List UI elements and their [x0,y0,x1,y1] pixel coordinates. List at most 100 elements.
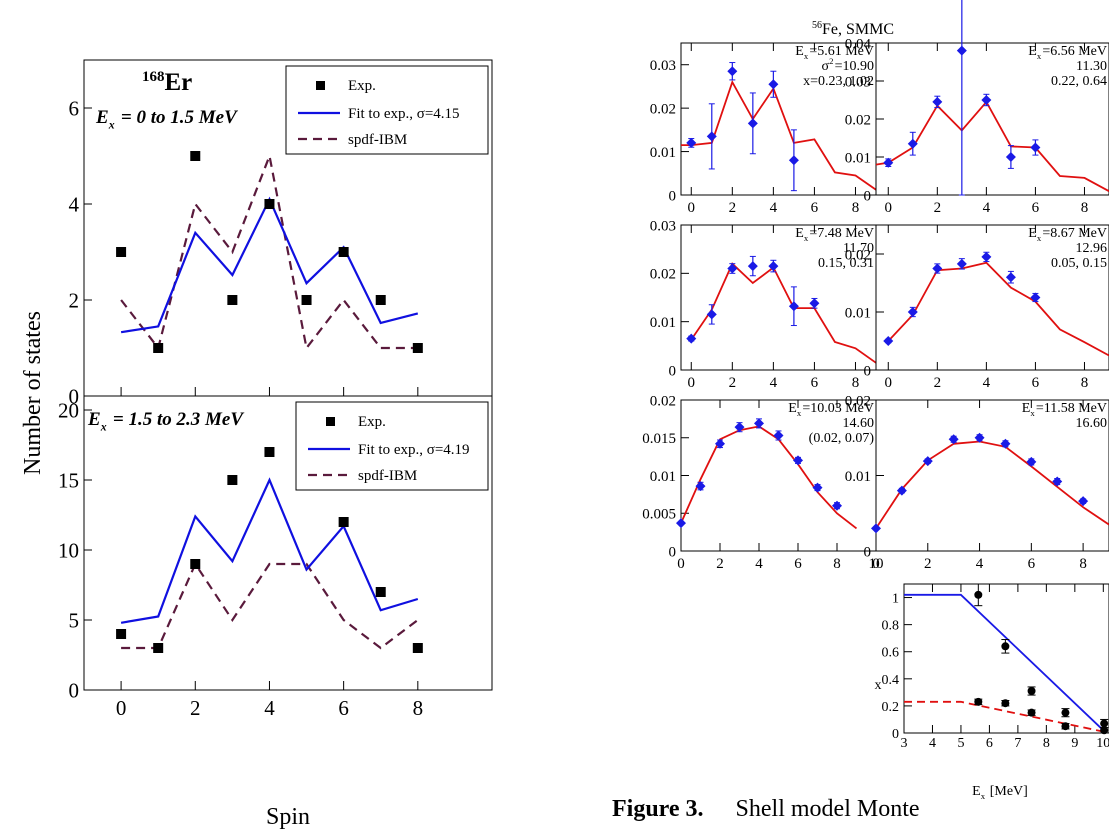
y-axis-label: x [875,678,882,693]
y-tick-label: 0 [892,727,899,742]
y-tick-label: 6 [69,96,80,120]
exp-point [754,418,764,429]
x-tick-label: 9 [1071,736,1078,751]
exp-point [932,96,943,107]
y-tick-label: 10 [58,538,79,562]
exp-point [1100,719,1109,728]
y-tick-label: 5 [69,608,80,632]
exp-point [1027,708,1036,717]
x-tick-label: 8 [1081,200,1089,216]
panel-annotation: 0.05, 0.15 [1051,256,1107,271]
caption-label: Figure 3. [612,796,704,822]
panel-annotation: 11.30 [1076,59,1107,74]
legend: Exp. Fit to exp., σ=4.19 spdf-IBM [295,401,489,491]
legend-label-exp: Exp. [358,414,386,430]
exp-point [896,485,907,496]
y-tick-label: 0.01 [845,469,871,485]
x-tick-label: 2 [924,556,932,572]
series-theory [690,262,877,364]
y-tick-label: 0.03 [650,218,676,234]
y-tick-label: 1 [892,592,899,607]
y-tick-label: 0.2 [882,700,900,715]
exp-point [773,430,784,441]
panel-annotation: x=0.23, 1.02 [803,74,874,89]
x-tick-label: 4 [770,375,778,391]
y-tick-label: 0.02 [650,267,676,283]
exp-point [153,343,164,353]
panel-56fe-5: 0 0.005 0.01 0.015 0.02 0 2 4 6 8 10 Ex =10.03 MeV1… [642,393,883,572]
exp-point [686,333,697,344]
exp-point [948,434,959,445]
exp-point [375,295,386,305]
panel-annotation: 16.60 [1076,416,1108,431]
y-tick-label: 2 [69,288,80,312]
panel-annotation: Ex =5.61 MeV [795,44,874,61]
x-tick-label: 6 [986,736,993,751]
exp-point [788,301,799,312]
exp-point [338,517,349,527]
exp-point [922,456,933,467]
exp-point [375,587,386,597]
exp-point [981,251,992,262]
exp-point [956,258,967,269]
x-tick-label: 0 [677,556,685,572]
y-tick-label: 0 [864,188,872,204]
exp-point [1030,292,1041,303]
exp-point [1005,272,1016,283]
plot-frame [875,399,1109,552]
y-tick-label: 4 [69,192,80,216]
exp-point [1061,722,1070,731]
exp-point [1061,708,1070,717]
y-tick-label: 0 [669,188,677,204]
panel-annotation: Ex =8.67 MeV [1028,226,1107,243]
plot-frame [903,583,1109,734]
exp-point [338,247,349,257]
panel-56fe-2: 0 0.01 0.02 0.03 0.04 0 2 4 6 8 Ex =6.56 MeV11.300… [845,0,1109,216]
exp-point [974,697,983,706]
y-tick-label: 0.02 [650,393,676,409]
smmc-title: 56Fe, SMMC [812,20,894,38]
x-tick-label: 8 [852,375,860,391]
y-tick-label: 0.04 [845,36,872,52]
exp-point [264,199,275,209]
panel-annotation: 0.22, 0.64 [1051,74,1107,89]
x-tick-label: 8 [413,696,424,720]
exp-point [301,295,312,305]
y-tick-label: 0 [669,363,677,379]
energy-range-label: Ex = 0 to 1.5 MeV [95,107,238,131]
exp-point [227,295,238,305]
exp-point [695,481,706,492]
exp-point [1005,152,1016,162]
exp-point [883,336,894,346]
exp-point [1100,726,1109,735]
exp-point [956,45,967,56]
x-tick-label: 4 [770,200,778,216]
exp-point [747,261,758,272]
y-tick-label: 0 [669,544,677,560]
y-tick-label: 0.02 [845,112,871,128]
x-tick-label: 6 [794,556,802,572]
x-tick-label: 8 [833,556,841,572]
panel-annotation: (0.02, 0.07) [809,431,875,446]
exp-point [747,118,758,129]
series-fit-x [904,593,1104,731]
legend-label-exp: Exp. [348,78,376,94]
y-tick-label: 0.01 [650,145,676,161]
y-axis-label: Number of states [20,311,46,475]
plot-frame [875,224,1109,371]
x-axis-label: Ex [MeV] [972,784,1028,801]
panel-annotation: 11.70 [843,241,874,256]
legend-label-fit: Fit to exp., σ=4.19 [358,442,470,458]
y-tick-label: 0 [864,544,872,560]
panel-annotation: Ex =10.03 MeV [788,401,874,418]
x-tick-label: 4 [929,736,936,751]
exp-point [907,307,918,317]
x-tick-label: 2 [716,556,724,572]
x-tick-label: 0 [885,200,893,216]
x-tick-label: 6 [811,375,819,391]
exp-point [1078,496,1089,507]
legend-label-fit: Fit to exp., σ=4.15 [348,106,460,122]
